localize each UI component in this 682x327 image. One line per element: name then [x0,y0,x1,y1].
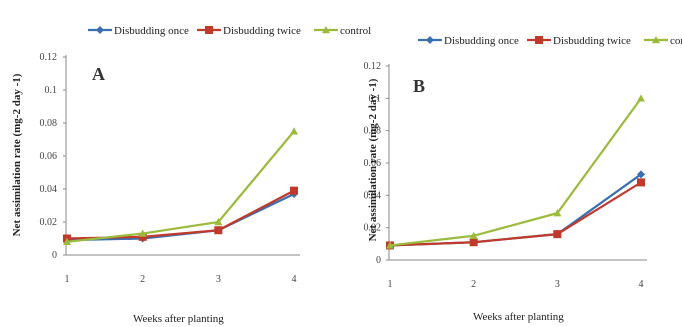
legend-marker [426,36,434,44]
y-tick-label: 0.1 [369,93,382,104]
data-point [214,218,223,226]
data-point [553,209,562,217]
y-tick-label: 0 [376,255,381,266]
legend-label: Disbudding twice [223,25,301,37]
legend-label: Disbudding once [114,25,189,37]
x-tick-label: 4 [292,274,297,285]
series-line [389,97,642,247]
y-tick-label: 0.08 [40,118,58,129]
panel-label: B [413,76,425,96]
legend-item: control [314,25,371,37]
y-tick-label: 0.06 [364,158,382,169]
legend-item: Disbudding twice [197,25,301,37]
x-axis-label: Weeks after planting [473,311,564,323]
chart-panel-A: 0 0.02 0.04 0.06 0.08 0.1 0.12 1 2 3 4 Weeks after … [11,25,371,325]
legend-item: Disbudding twice [527,35,631,47]
legend-item: control [644,35,682,47]
series-line [389,173,642,247]
y-tick-label: 0 [52,250,57,261]
x-tick-label: 3 [216,274,221,285]
y-axis-label: Net assimilation rate (mg-2 day -1) [11,73,23,236]
legend-marker [96,26,104,34]
series-line [66,130,295,243]
y-tick-label: 0.12 [364,61,382,72]
data-point [637,170,645,179]
x-tick-label: 4 [639,279,644,290]
y-tick-label: 0.06 [40,151,58,162]
y-axis-label: Net assimilation rate (mg-2 day -1) [367,78,379,241]
panel-label: A [92,64,105,84]
y-tick-label: 0.1 [45,85,58,96]
y-tick-label: 0.08 [364,126,382,137]
data-point [553,230,562,239]
y-tick-label: 0.02 [364,223,382,234]
legend-marker [205,26,213,34]
legend-item: Disbudding once [418,35,519,47]
x-tick-label: 1 [65,274,70,285]
y-tick-label: 0.04 [364,190,382,201]
chart-panel-B: 0 0.02 0.04 0.06 0.08 0.1 0.12 1 2 3 4 Weeks after … [364,35,682,323]
data-point [214,226,223,235]
legend-marker [322,26,330,34]
legend-label: Disbudding once [444,35,519,47]
data-point [290,127,298,135]
data-point [290,186,298,195]
series-line [66,189,295,240]
x-axis-label: Weeks after planting [133,313,224,325]
legend-label: control [340,25,371,37]
legend-marker [652,36,660,44]
data-point [637,178,645,187]
x-tick-label: 2 [471,279,476,290]
legend-label: Disbudding twice [553,35,631,47]
data-point [386,241,394,249]
data-point [469,238,478,247]
x-tick-label: 1 [388,279,393,290]
legend-marker [535,36,543,44]
legend-label: control [670,35,682,47]
data-point [637,94,645,102]
data-point [138,229,147,237]
y-tick-label: 0.12 [40,52,58,63]
y-tick-label: 0.02 [40,217,58,228]
data-point [63,237,71,245]
y-tick-label: 0.04 [40,184,58,195]
data-point [469,231,478,239]
x-tick-label: 2 [140,274,145,285]
x-tick-label: 3 [555,279,560,290]
legend-item: Disbudding once [88,25,189,37]
series-line [389,181,642,247]
